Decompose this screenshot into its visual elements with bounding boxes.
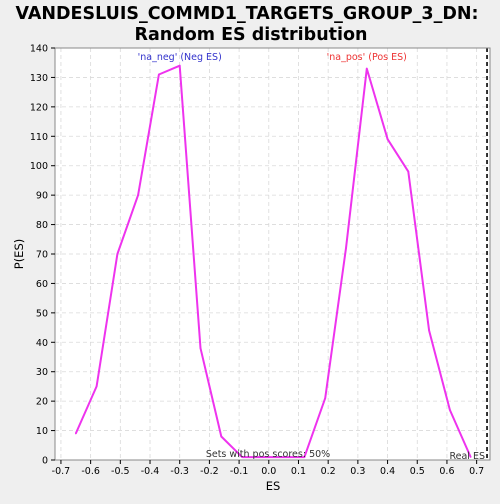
series-0-point-4: [158, 73, 160, 76]
x-tick-label-4: -0.3: [170, 466, 189, 477]
chart-title-line1: VANDESLUIS_COMMD1_TARGETS_GROUP_3_DN:: [15, 4, 478, 24]
y-tick-label-0: 0: [42, 456, 48, 467]
x-tick-label-10: 0.3: [350, 466, 365, 477]
grid-lines: [55, 48, 490, 460]
y-tick-label-11: 110: [30, 132, 48, 143]
series-0-point-1: [95, 385, 98, 388]
y-tick-label-6: 60: [36, 279, 48, 290]
series-0-point-2: [116, 253, 119, 255]
series-0-point-0: [74, 432, 77, 435]
y-tick-label-10: 100: [30, 161, 48, 172]
series-1-point-8: [449, 409, 451, 411]
y-tick-label-12: 120: [30, 102, 48, 113]
pos-scores-annotation: Sets with pos scores: 50%: [206, 449, 330, 460]
series-0-point-5: [178, 64, 181, 67]
x-tick-label-3: -0.4: [141, 466, 160, 477]
y-axis-label: P(ES): [12, 239, 26, 269]
x-axis-label: ES: [266, 479, 281, 493]
y-tick-label-4: 40: [36, 338, 48, 349]
series-0-point-7: [220, 435, 223, 438]
x-tick-label-6: -0.1: [230, 466, 249, 477]
x-tick-label-5: -0.2: [200, 466, 219, 477]
chart-title-line2: Random ES distribution: [134, 25, 367, 45]
series-label-pos: 'na_pos' (Pos ES): [327, 52, 407, 63]
series-0-point-6: [199, 347, 202, 349]
x-tick-label-9: 0.2: [321, 466, 336, 477]
series-0-point-3: [137, 194, 139, 196]
series-1-point-7: [428, 329, 430, 332]
series-lines: [74, 64, 472, 459]
series-1-point-9: [469, 456, 472, 458]
series-1-point-5: [386, 138, 389, 141]
y-tick-label-5: 50: [36, 308, 48, 319]
x-axis-ticks: -0.7 -0.6 -0.5 -0.4 -0.3 -0.2 -0.1 0.0 0.1 0.2 0.3…: [52, 460, 484, 477]
x-tick-label-1: -0.6: [81, 466, 100, 477]
x-tick-label-14: 0.7: [469, 466, 484, 477]
real-es-marker: Real ES: [449, 48, 488, 462]
y-tick-label-3: 30: [36, 367, 48, 378]
series-1-point-0: [241, 456, 243, 458]
y-axis-ticks: 0 10 20 30 40 50 60 70 80 90 100 110 120 130 140: [30, 44, 55, 467]
y-tick-label-13: 130: [30, 73, 48, 84]
y-tick-label-2: 20: [36, 397, 48, 408]
series-1-point-6: [407, 170, 410, 173]
x-tick-label-7: 0.0: [261, 466, 276, 477]
series-1-point-1: [303, 456, 306, 458]
y-tick-label-7: 70: [36, 250, 48, 261]
real-es-label: Real ES: [449, 451, 485, 462]
y-tick-label-14: 140: [30, 44, 48, 55]
x-tick-label-0: -0.7: [52, 466, 71, 477]
y-tick-label-8: 80: [36, 220, 48, 231]
y-tick-label-1: 10: [36, 426, 48, 437]
x-tick-label-2: -0.5: [111, 466, 130, 477]
x-tick-label-8: 0.1: [291, 466, 306, 477]
x-tick-label-13: 0.6: [439, 466, 454, 477]
series-label-neg: 'na_neg' (Neg ES): [138, 52, 222, 63]
series-1-point-4: [365, 67, 368, 70]
series-line-1: [242, 67, 472, 459]
series-1-point-3: [345, 247, 347, 249]
y-tick-label-9: 90: [36, 191, 48, 202]
x-tick-label-11: 0.4: [380, 466, 395, 477]
series-1-point-2: [324, 397, 327, 400]
x-tick-label-12: 0.5: [410, 466, 425, 477]
